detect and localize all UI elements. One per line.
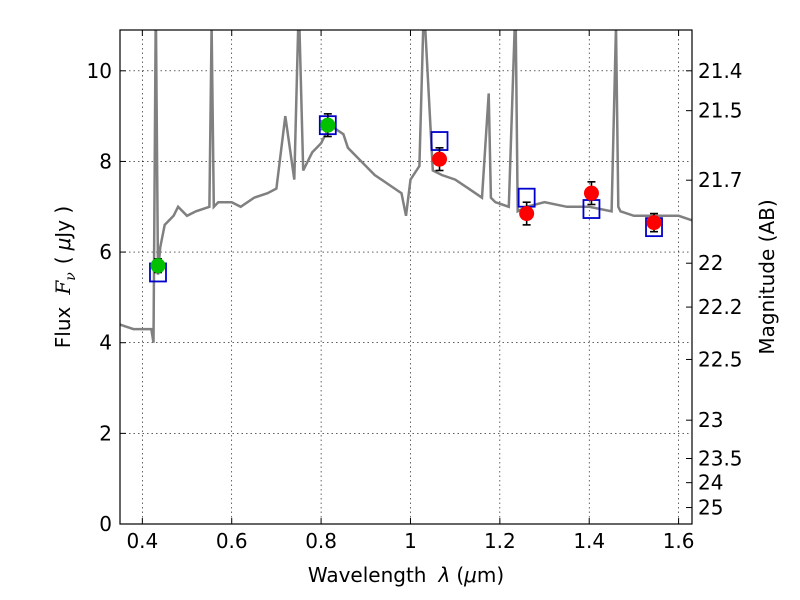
y-axis-label-unit-open: ( bbox=[51, 256, 75, 264]
right-tick-label: 23.5 bbox=[698, 446, 743, 470]
optical-photometry-point bbox=[320, 117, 336, 133]
right-tick-label: 24 bbox=[698, 471, 723, 495]
right-tick-label: 21.7 bbox=[698, 168, 743, 192]
x-tick-label: 0.4 bbox=[126, 529, 158, 553]
x-tick-label: 0.6 bbox=[216, 529, 248, 553]
y-axis-label-symbol: F bbox=[51, 280, 75, 296]
right-tick-label: 23 bbox=[698, 408, 723, 432]
grid-lines bbox=[120, 30, 692, 525]
y-tick-label: 4 bbox=[99, 331, 112, 355]
x-axis-label-unit-mu: μ bbox=[463, 563, 477, 587]
x-tick-label: 1 bbox=[404, 529, 417, 553]
nir-photometry-point bbox=[519, 206, 535, 222]
x-tick-label: 0.8 bbox=[305, 529, 337, 553]
right-tick-label: 22.5 bbox=[698, 347, 743, 371]
x-axis-label-unit-open: ( bbox=[456, 563, 464, 587]
right-tick-label: 22.2 bbox=[698, 295, 743, 319]
x-tick-label: 1.2 bbox=[484, 529, 516, 553]
y-tick-label: 2 bbox=[99, 421, 112, 445]
y-axis-label-subscript: ν bbox=[63, 272, 79, 281]
y-tick-label: 0 bbox=[99, 512, 112, 536]
right-tick-label: 25 bbox=[698, 496, 723, 520]
y-axis-label-text: Flux bbox=[51, 306, 75, 348]
x-axis-label-text: Wavelength bbox=[308, 563, 427, 587]
y-tick-label: 6 bbox=[99, 240, 112, 264]
nir-photometry-point bbox=[583, 185, 599, 201]
nir-photometry-point bbox=[646, 215, 662, 231]
x-tick-label: 1.6 bbox=[663, 529, 695, 553]
x-axis-label-symbol: λ bbox=[437, 563, 450, 587]
right-tick-label: 22 bbox=[698, 251, 723, 275]
right-tick-label: 21.5 bbox=[698, 99, 743, 123]
plot-frame bbox=[119, 29, 693, 525]
y-axis-label-unit-rest: Jy ) bbox=[51, 206, 75, 240]
x-axis-label-unit-rest: m) bbox=[477, 563, 504, 587]
x-axis-label: Wavelength λ (μm) bbox=[308, 563, 504, 587]
optical-photometry-point bbox=[150, 258, 166, 274]
y-axis-label: Flux Fν ( μJy ) bbox=[51, 206, 79, 348]
data-marks bbox=[149, 113, 663, 283]
x-tick-label: 1.4 bbox=[573, 529, 605, 553]
nir-photometry-point bbox=[432, 151, 448, 167]
y-tick-label: 8 bbox=[99, 149, 112, 173]
y-tick-label: 10 bbox=[87, 59, 112, 83]
right-tick-label: 21.4 bbox=[698, 59, 743, 83]
right-axis-label: Magnitude (AB) bbox=[755, 199, 779, 354]
y-axis-label-unit-mu: μ bbox=[51, 238, 75, 252]
model-spectrum-line bbox=[120, 30, 692, 343]
